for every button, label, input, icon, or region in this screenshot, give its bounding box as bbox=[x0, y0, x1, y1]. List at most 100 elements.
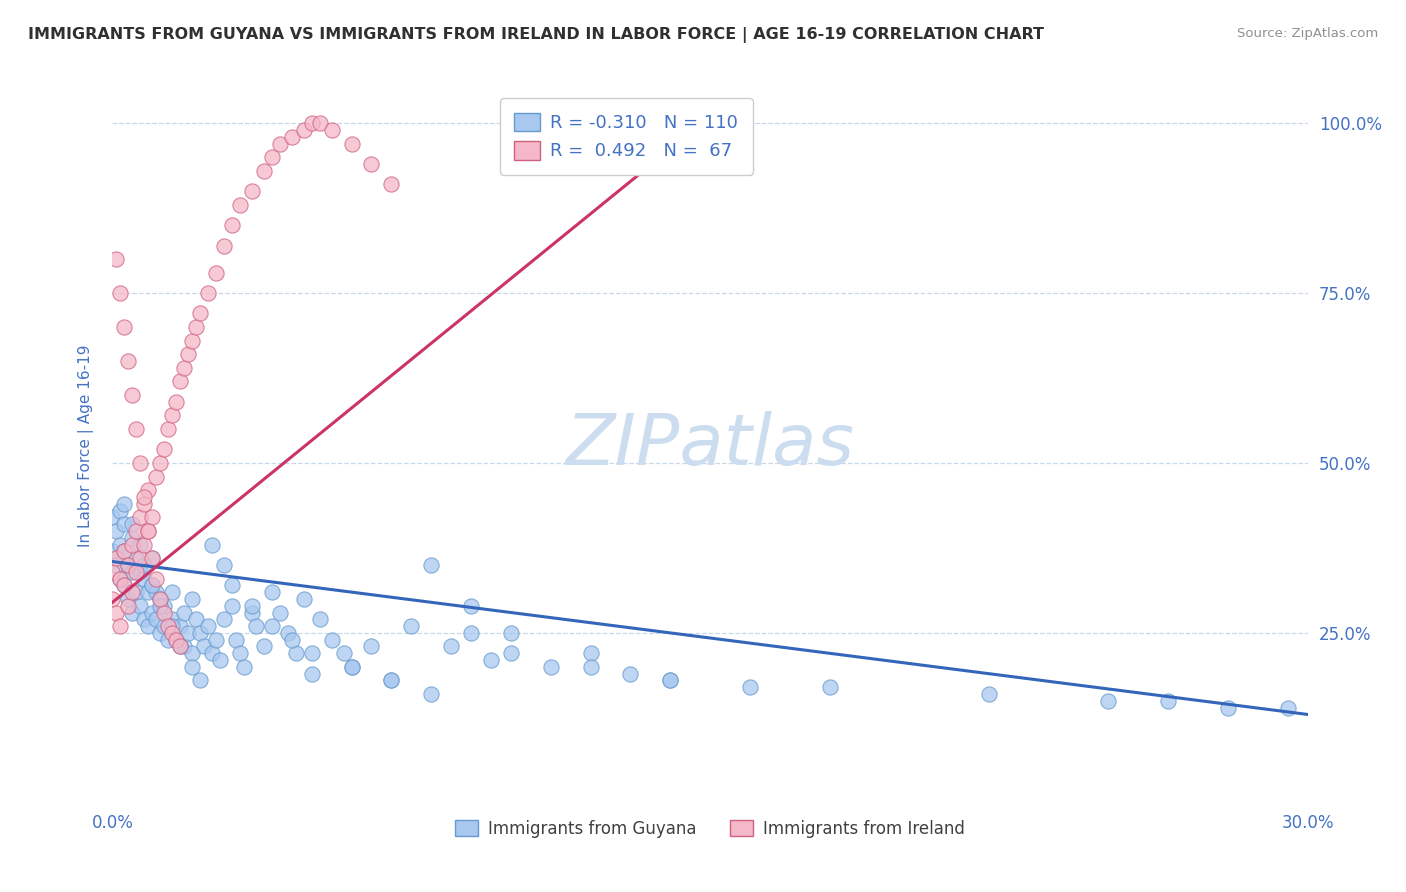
Point bbox=[121, 531, 143, 545]
Point bbox=[380, 673, 402, 688]
Point bbox=[1216, 700, 1239, 714]
Point bbox=[253, 163, 276, 178]
Point bbox=[292, 123, 315, 137]
Point bbox=[149, 599, 172, 613]
Point bbox=[193, 640, 215, 654]
Point bbox=[186, 320, 208, 334]
Point bbox=[499, 646, 522, 660]
Point bbox=[173, 360, 195, 375]
Point bbox=[117, 558, 139, 572]
Point bbox=[149, 591, 172, 606]
Point bbox=[162, 619, 183, 633]
Point bbox=[114, 578, 135, 592]
Point bbox=[301, 116, 323, 130]
Point bbox=[260, 619, 283, 633]
Point bbox=[177, 626, 200, 640]
Point bbox=[340, 660, 363, 674]
Point bbox=[212, 238, 235, 252]
Point bbox=[101, 591, 124, 606]
Point bbox=[114, 497, 135, 511]
Point bbox=[460, 599, 482, 613]
Point bbox=[110, 286, 132, 301]
Point bbox=[460, 626, 482, 640]
Point bbox=[105, 551, 128, 566]
Point bbox=[229, 646, 252, 660]
Point bbox=[121, 606, 143, 620]
Point bbox=[332, 646, 354, 660]
Point bbox=[233, 660, 256, 674]
Point bbox=[197, 619, 219, 633]
Point bbox=[110, 503, 132, 517]
Point bbox=[579, 660, 602, 674]
Point bbox=[205, 266, 228, 280]
Point bbox=[240, 184, 263, 198]
Point bbox=[129, 551, 152, 566]
Point bbox=[197, 286, 219, 301]
Text: ZIPatlas: ZIPatlas bbox=[565, 411, 855, 481]
Point bbox=[121, 585, 143, 599]
Point bbox=[129, 510, 152, 524]
Point bbox=[110, 619, 132, 633]
Point bbox=[149, 591, 172, 606]
Point bbox=[301, 666, 323, 681]
Point bbox=[162, 612, 183, 626]
Point bbox=[619, 666, 641, 681]
Point bbox=[117, 599, 139, 613]
Point bbox=[134, 572, 156, 586]
Point bbox=[138, 585, 160, 599]
Point bbox=[125, 585, 148, 599]
Point bbox=[165, 632, 187, 647]
Point bbox=[277, 626, 299, 640]
Point bbox=[110, 537, 132, 551]
Point bbox=[301, 646, 323, 660]
Point bbox=[121, 517, 143, 532]
Point bbox=[129, 456, 152, 470]
Point bbox=[308, 612, 330, 626]
Point bbox=[269, 606, 291, 620]
Point bbox=[260, 585, 283, 599]
Point bbox=[188, 673, 211, 688]
Point bbox=[121, 388, 143, 402]
Point bbox=[1097, 694, 1119, 708]
Point bbox=[229, 198, 252, 212]
Point bbox=[149, 626, 172, 640]
Point bbox=[738, 680, 761, 694]
Point bbox=[173, 606, 195, 620]
Point bbox=[114, 544, 135, 558]
Point bbox=[440, 640, 463, 654]
Point bbox=[162, 585, 183, 599]
Point bbox=[579, 646, 602, 660]
Point bbox=[245, 619, 267, 633]
Point bbox=[157, 619, 180, 633]
Point bbox=[269, 136, 291, 151]
Point bbox=[153, 619, 176, 633]
Point bbox=[479, 653, 502, 667]
Point bbox=[181, 591, 204, 606]
Point bbox=[145, 469, 167, 483]
Point bbox=[188, 306, 211, 320]
Point bbox=[169, 640, 191, 654]
Point bbox=[134, 558, 156, 572]
Point bbox=[105, 606, 128, 620]
Point bbox=[201, 646, 224, 660]
Point bbox=[209, 653, 232, 667]
Point bbox=[153, 599, 176, 613]
Point bbox=[141, 606, 163, 620]
Point bbox=[1277, 700, 1299, 714]
Point bbox=[157, 632, 180, 647]
Point bbox=[101, 565, 124, 579]
Point bbox=[205, 632, 228, 647]
Point bbox=[121, 565, 143, 579]
Point bbox=[420, 687, 443, 701]
Point bbox=[177, 347, 200, 361]
Point bbox=[138, 524, 160, 538]
Point bbox=[380, 178, 402, 192]
Point bbox=[145, 572, 167, 586]
Point bbox=[141, 551, 163, 566]
Point bbox=[134, 612, 156, 626]
Point bbox=[253, 640, 276, 654]
Point bbox=[221, 599, 243, 613]
Point bbox=[125, 551, 148, 566]
Point bbox=[145, 585, 167, 599]
Point bbox=[212, 558, 235, 572]
